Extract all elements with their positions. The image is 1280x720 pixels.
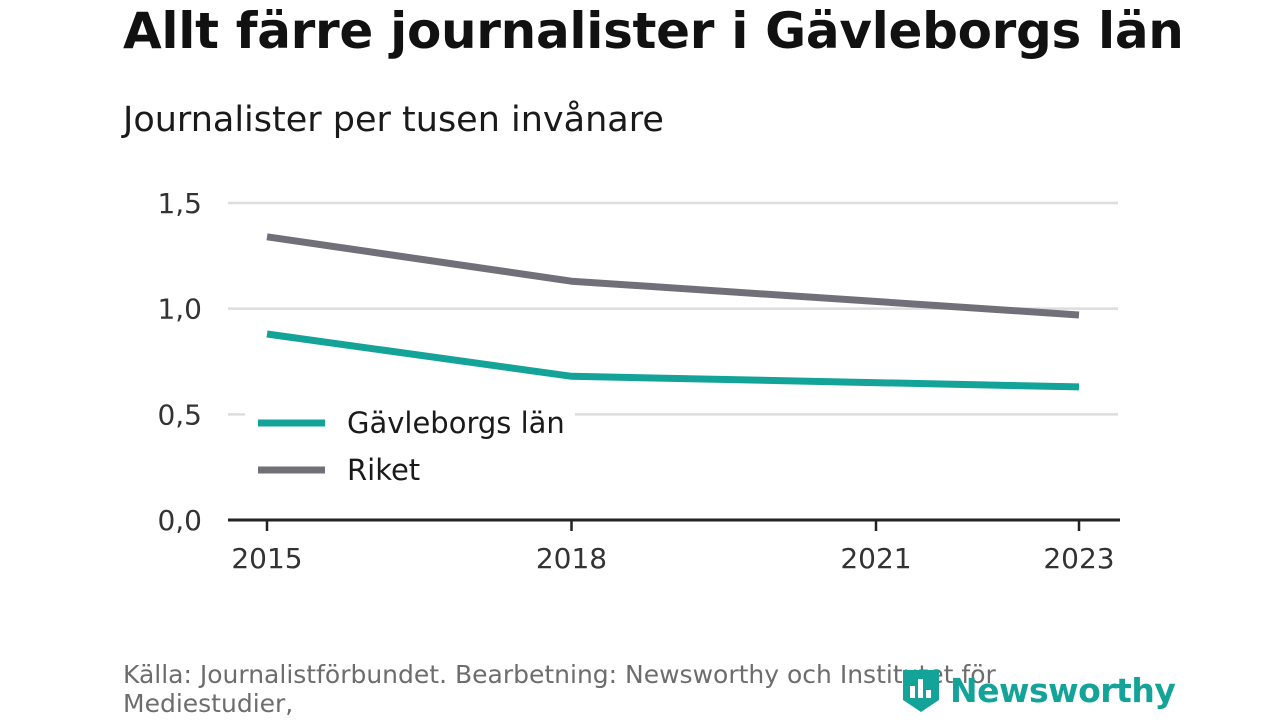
source-note: Källa: Journalistförbundet. Bearbetning:… [123, 660, 996, 718]
y-axis-tick-labels: 0,0 0,5 1,0 1,5 [157, 187, 202, 537]
chart-subtitle: Journalister per tusen invånare [123, 100, 664, 140]
newsworthy-logo: Newsworthy [900, 666, 1176, 714]
legend: Gävleborgs län Riket [245, 400, 575, 500]
legend-label: Gävleborgs län [347, 406, 565, 440]
y-tick-label: 1,0 [157, 293, 202, 326]
logo-text: Newsworthy [950, 670, 1176, 710]
series-line-gavleborgs-lan [266, 330, 1080, 391]
x-tick-label: 2018 [536, 542, 607, 575]
newsworthy-logo-icon [903, 670, 939, 712]
chart-title: Allt färre journalister i Gävleborgs län [123, 2, 1184, 60]
legend-background [245, 400, 575, 500]
legend-label: Riket [347, 453, 420, 487]
x-tick-label: 2021 [840, 542, 911, 575]
x-tick-label: 2023 [1043, 542, 1114, 575]
y-tick-label: 0,5 [157, 398, 202, 431]
series-line-riket [266, 233, 1080, 319]
y-tick-label: 1,5 [157, 187, 202, 220]
y-tick-label: 0,0 [157, 504, 202, 537]
x-tick-label: 2015 [231, 542, 302, 575]
series-lines [266, 233, 1080, 391]
x-axis: 2015 2018 2021 2023 [228, 518, 1120, 575]
